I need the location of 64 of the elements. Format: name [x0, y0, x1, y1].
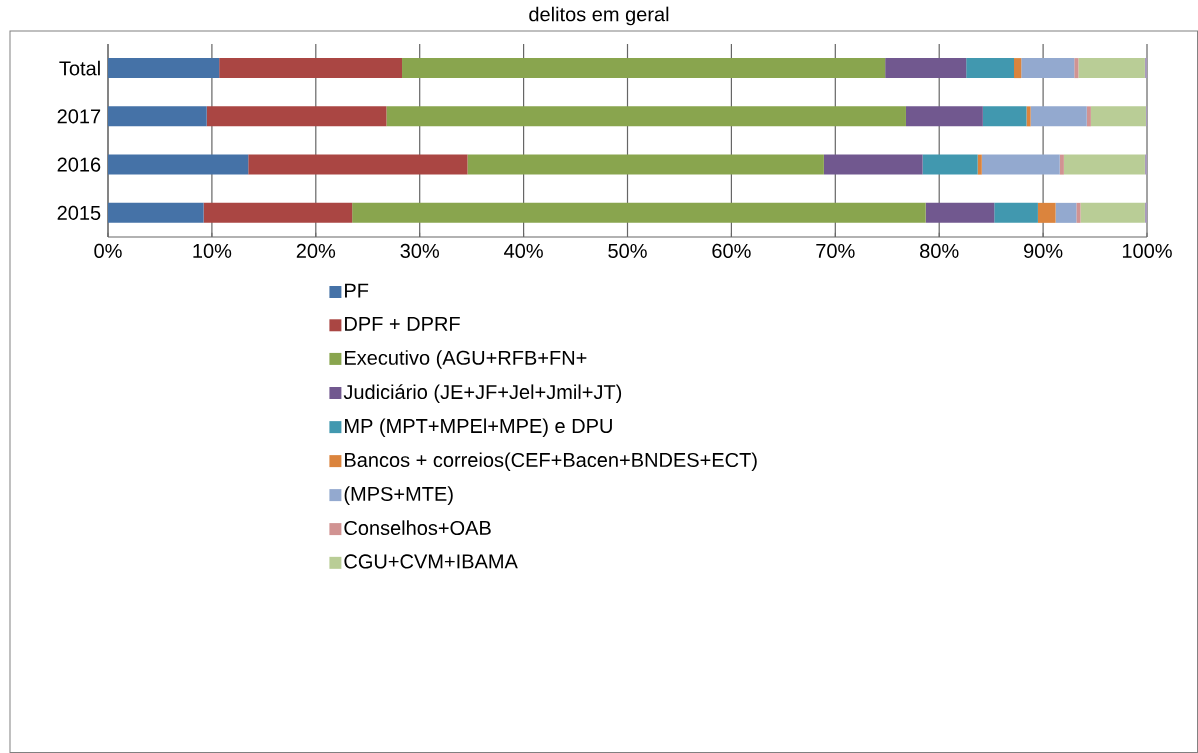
bar	[1076, 202, 1081, 223]
bar	[981, 154, 1060, 175]
x-tick-label: 10%	[193, 243, 232, 258]
legend-label: CGU+CVM+IBAMA	[344, 554, 518, 569]
bar	[823, 154, 923, 175]
bar	[402, 58, 886, 79]
chart-title: delitos em geral	[529, 6, 669, 26]
bar	[1080, 202, 1145, 223]
bar	[925, 202, 995, 223]
bar	[885, 58, 967, 79]
bar	[1090, 106, 1146, 127]
bar	[1078, 58, 1145, 79]
legend-label: DPF + DPRF	[345, 316, 460, 331]
bar	[108, 202, 204, 223]
bar	[203, 202, 353, 223]
y-tick-label: 2015	[57, 205, 101, 220]
x-tick-label: 30%	[400, 243, 439, 258]
x-tick-label: 50%	[608, 243, 647, 258]
x-tick-label: 90%	[1024, 243, 1063, 258]
bar	[977, 154, 982, 175]
bar	[108, 106, 207, 127]
bar	[1037, 202, 1056, 223]
bar	[966, 58, 1015, 79]
x-tick-label: 70%	[816, 243, 855, 258]
bar	[219, 58, 403, 79]
x-tick-label: 40%	[504, 243, 543, 258]
bar	[994, 202, 1038, 223]
bar	[1026, 106, 1031, 127]
y-tick-label: 2016	[57, 157, 101, 172]
y-tick-label: 2017	[57, 109, 101, 124]
bar	[1144, 202, 1147, 223]
x-tick-label: 20%	[296, 243, 336, 258]
bar	[1144, 154, 1147, 175]
bar	[1030, 106, 1087, 127]
bar	[352, 202, 926, 223]
bar	[1144, 58, 1147, 79]
bar	[982, 106, 1027, 127]
bar	[206, 106, 387, 127]
legend-label: MP (MPT+MPEl+MPE) e DPU	[345, 418, 612, 438]
legend-label: Bancos + correios(CEF+Bacen+BNDES+ECT)	[345, 452, 757, 472]
bar	[1074, 58, 1079, 79]
bar	[1014, 58, 1022, 79]
bar	[1086, 106, 1091, 127]
bar	[1059, 154, 1064, 175]
bar	[905, 106, 983, 127]
x-tick-label: 60%	[712, 243, 751, 258]
bar	[922, 154, 978, 175]
x-tick-label: 80%	[920, 243, 959, 258]
legend-label: Conselhos+OAB	[344, 520, 491, 536]
legend-label: Executivo (AGU+RFB+FN+	[345, 350, 587, 369]
bar	[248, 154, 468, 175]
bar	[1063, 154, 1145, 175]
legend-label: Judiciário (JE+JF+Jel+Jmil+JT)	[343, 384, 622, 404]
bar	[108, 58, 220, 79]
y-tick-label: Total	[59, 60, 100, 76]
x-tick-label: 100%	[1122, 243, 1172, 258]
x-tick-label: 0%	[94, 243, 122, 258]
bar	[386, 106, 906, 127]
bar	[467, 154, 824, 175]
legend-label: PF	[345, 283, 369, 298]
bar	[108, 154, 249, 175]
bar	[1055, 202, 1077, 223]
legend-label: (MPS+MTE)	[344, 486, 453, 505]
bar	[1021, 58, 1075, 79]
